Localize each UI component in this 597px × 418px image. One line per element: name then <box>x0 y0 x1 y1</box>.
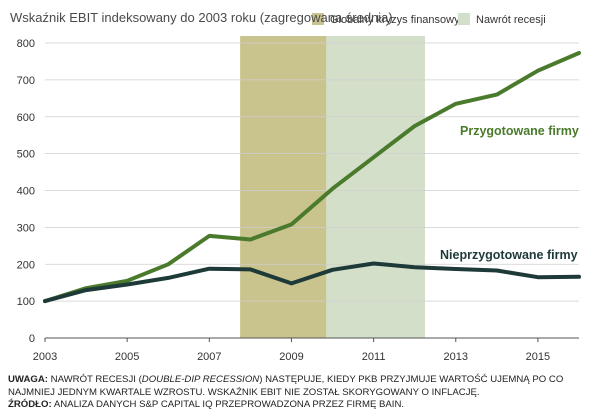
y-tick-label: 700 <box>17 75 35 87</box>
series-label-nieprzygotowane: Nieprzygotowane firmy <box>440 248 578 262</box>
chart-notes: UWAGA: NAWRÓT RECESJI (DOUBLE-DIP RECESS… <box>8 374 593 412</box>
y-tick-label: 500 <box>17 149 35 161</box>
series-line-1 <box>43 261 581 304</box>
legend-label-0: Globalny kryzys finansowy <box>330 14 460 26</box>
note-uwaga: UWAGA: NAWRÓT RECESJI (DOUBLE-DIP RECESS… <box>8 374 593 399</box>
x-tick-label: 2005 <box>115 351 139 363</box>
series-lines <box>43 51 581 304</box>
x-axis-ticks: 2003 2005 2007 2009 2011 2013 2015 <box>33 338 550 363</box>
legend-label-1: Nawrót recesji <box>476 14 546 26</box>
note-uwaga-text-1: NAWRÓT RECESJI ( <box>47 374 142 385</box>
x-tick-label: 2007 <box>197 351 221 363</box>
y-tick-label: 800 <box>17 38 35 50</box>
y-axis-title: Wskaźnik EBIT indeksowany do 2003 roku (… <box>10 10 393 25</box>
note-uwaga-italic: DOUBLE-DIP RECESSION <box>141 374 260 385</box>
series-label-przygotowane: Przygotowane firmy <box>460 124 579 138</box>
legend: Globalny kryzys finansowy Nawrót recesji <box>312 13 546 26</box>
note-zrodlo-label: ŹRÓDŁO: <box>8 399 52 410</box>
y-tick-label: 400 <box>17 186 35 198</box>
x-tick-label: 2009 <box>279 351 303 363</box>
series-line-0 <box>43 51 581 304</box>
y-tick-label: 600 <box>17 112 35 124</box>
shaded-period-0 <box>240 36 327 338</box>
x-tick-label: 2003 <box>33 351 57 363</box>
shaded-period-1 <box>326 36 425 338</box>
gridlines <box>45 42 579 339</box>
y-axis-ticks: 0 100 200 300 400 500 600 700 800 <box>17 38 35 345</box>
note-zrodlo-text: ANALIZA DANYCH S&P CAPITAL IQ PRZEPROWAD… <box>51 399 405 410</box>
note-uwaga-text-2: ) NASTĘPUJE, KIEDY PKB PRZYJMUJE WARTOŚĆ… <box>8 374 564 398</box>
y-tick-label: 300 <box>17 222 35 234</box>
x-tick-label: 2013 <box>444 351 468 363</box>
y-tick-label: 0 <box>29 333 35 345</box>
shaded-periods <box>240 36 425 338</box>
legend-swatch-0 <box>312 13 324 25</box>
x-tick-label: 2015 <box>526 351 550 363</box>
legend-swatch-1 <box>458 13 470 25</box>
y-tick-label: 200 <box>17 259 35 271</box>
y-tick-label: 100 <box>17 296 35 308</box>
note-zrodlo: ŹRÓDŁO: ANALIZA DANYCH S&P CAPITAL IQ PR… <box>8 399 593 412</box>
note-uwaga-label: UWAGA: <box>8 374 48 385</box>
x-tick-label: 2011 <box>362 351 386 363</box>
